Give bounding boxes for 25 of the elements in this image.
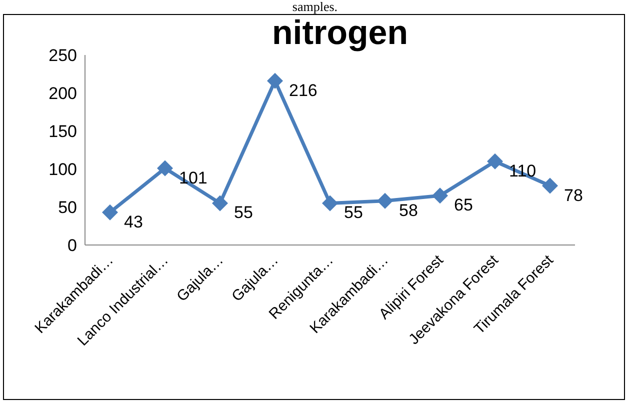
data-label: 65 [454, 196, 473, 215]
y-tick-label: 200 [48, 84, 77, 104]
y-tick-label: 0 [68, 236, 77, 256]
data-label: 55 [344, 203, 363, 222]
point [102, 204, 118, 220]
data-label: 58 [399, 200, 418, 220]
point [542, 178, 558, 194]
point [487, 153, 503, 170]
data-label: 78 [564, 186, 583, 205]
data-label: 43 [124, 212, 143, 232]
y-tick-label: 100 [48, 160, 77, 180]
point [432, 188, 448, 204]
data-label: 216 [289, 80, 318, 100]
point [157, 160, 173, 176]
y-tick-label: 50 [58, 198, 77, 218]
data-label: 55 [234, 203, 253, 222]
chart-title: nitrogen [272, 14, 408, 52]
point [212, 195, 228, 212]
data-label: 101 [179, 168, 208, 188]
point [322, 195, 338, 212]
y-tick-label: 250 [48, 46, 77, 66]
y-tick-label: 150 [48, 122, 77, 142]
text: samples. [291, 0, 339, 14]
point [267, 72, 283, 89]
point [377, 192, 393, 209]
